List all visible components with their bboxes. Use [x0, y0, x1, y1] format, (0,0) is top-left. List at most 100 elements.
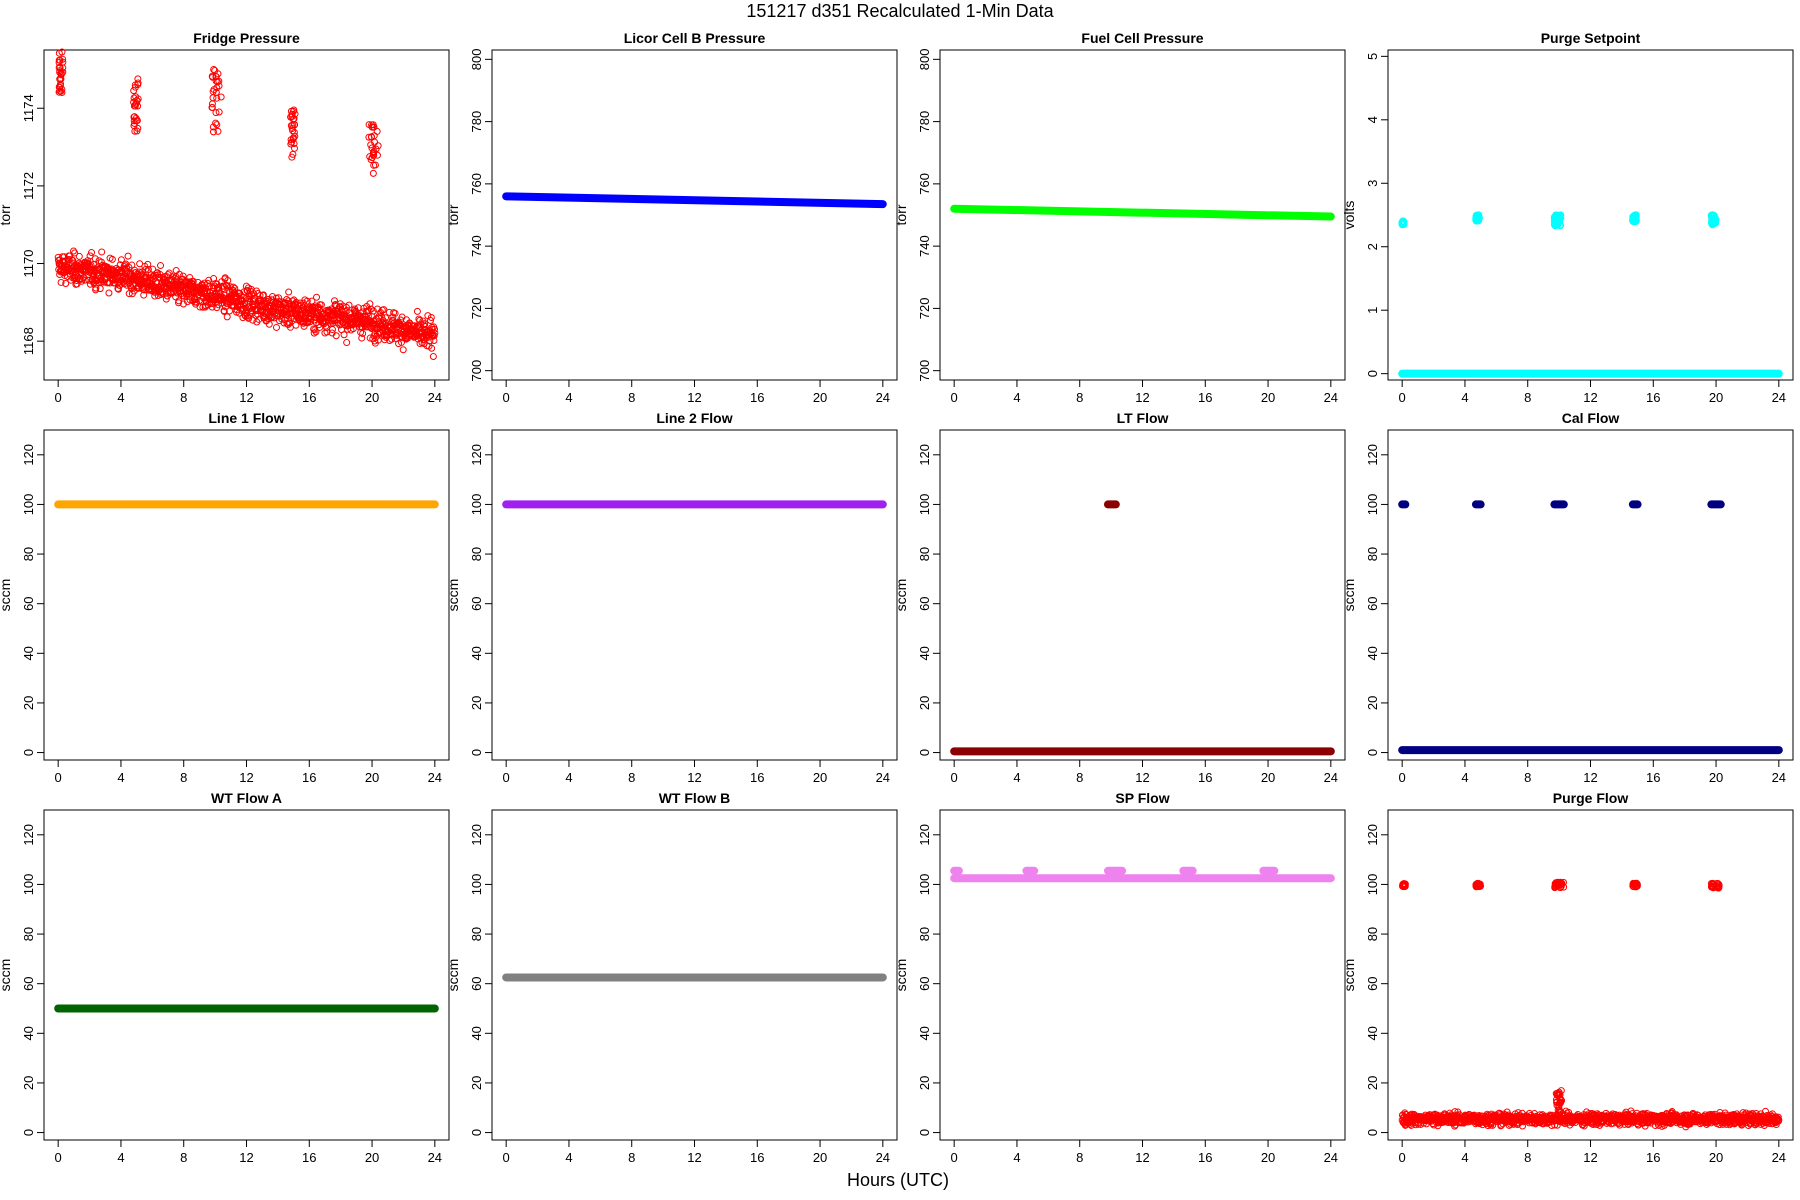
x-tick-label: 16: [302, 1150, 316, 1165]
data-point: [57, 70, 65, 78]
y-tick-label: 0: [1365, 370, 1380, 377]
y-tick-label: 0: [917, 749, 932, 756]
data-point: [287, 136, 295, 144]
series-marks: [950, 204, 1335, 221]
y-tick-label: 20: [469, 1076, 484, 1090]
x-tick-label: 24: [1324, 390, 1338, 405]
data-point: [134, 79, 142, 87]
data-point: [431, 329, 439, 337]
y-tick-label: 720: [469, 298, 484, 320]
data-point: [1473, 213, 1481, 221]
plot-frame: [939, 429, 1346, 761]
panel-title: SP Flow: [1115, 790, 1169, 806]
y-tick-label: 120: [21, 444, 36, 466]
y-tick-label: 3: [1365, 180, 1380, 187]
x-tick-label: 0: [503, 1150, 510, 1165]
y-tick-label: 800: [469, 48, 484, 70]
x-tick-label: 24: [1324, 770, 1338, 785]
data-point: [382, 314, 390, 322]
y-tick-label: 700: [917, 360, 932, 382]
x-tick-label: 12: [687, 770, 701, 785]
x-tick-label: 20: [1709, 770, 1723, 785]
panel-fuel-cell-pressure: Fuel Cell Pressure torr 0 4 8 12 16 20 24 700 720 7…: [893, 30, 1346, 405]
x-tick-label: 0: [55, 390, 62, 405]
data-point: [413, 307, 421, 315]
y-tick-label: 0: [1365, 1129, 1380, 1136]
data-point: [58, 89, 66, 97]
y-tick-label: 100: [21, 874, 36, 896]
data-point: [105, 289, 113, 297]
x-tick-label: 0: [55, 770, 62, 785]
data-point: [1474, 216, 1483, 225]
y-tick-label: 60: [469, 976, 484, 990]
panel-line-2-flow: Line 2 Flow sccm 0 4 8 12 16 20 24 0 20 40 60 80 100 12…: [445, 410, 898, 785]
data-point: [359, 330, 367, 338]
y-tick-label: 760: [917, 173, 932, 195]
data-point: [428, 344, 436, 352]
data-point: [56, 82, 64, 90]
data-point: [365, 133, 373, 141]
data-point: [286, 319, 294, 327]
x-tick-label: 8: [628, 770, 635, 785]
data-point: [130, 122, 138, 130]
series-marks: [1398, 211, 1783, 378]
data-point: [231, 284, 239, 292]
data-point: [370, 150, 378, 158]
x-tick-label: 12: [1583, 390, 1597, 405]
data-point: [208, 303, 216, 311]
data-point: [130, 98, 138, 106]
y-tick-label: 1172: [21, 172, 36, 200]
x-tick-label: 16: [1646, 1150, 1660, 1165]
series-line-0: [950, 204, 1335, 221]
data-point: [256, 292, 264, 300]
data-point: [1399, 220, 1408, 228]
data-point: [70, 259, 78, 267]
data-point: [56, 56, 64, 64]
y-tick-label: 740: [469, 235, 484, 257]
y-tick-label: 40: [917, 1026, 932, 1040]
x-tick-label: 12: [239, 1150, 253, 1165]
page-title: 151217 d351 Recalculated 1-Min Data: [746, 1, 1054, 21]
x-tick-label: 0: [951, 1150, 958, 1165]
x-tick-label: 24: [1772, 1150, 1786, 1165]
data-point: [212, 109, 220, 117]
x-tick-label: 0: [503, 390, 510, 405]
data-point: [217, 93, 225, 101]
data-point: [208, 72, 216, 80]
data-point: [58, 48, 66, 56]
x-tick-label: 20: [365, 1150, 379, 1165]
x-tick-label: 4: [1461, 770, 1468, 785]
y-tick-label: 720: [917, 298, 932, 320]
y-tick-label: 100: [469, 494, 484, 516]
x-tick-label: 20: [1709, 1150, 1723, 1165]
data-point: [288, 125, 296, 133]
y-tick-label: 20: [1365, 696, 1380, 710]
data-point: [98, 248, 106, 256]
data-point: [55, 64, 63, 72]
panel-purge-flow: Purge Flow sccm 0 4 8 12 16 20 24 0 20 40 60 80 100 120: [1341, 790, 1794, 1165]
plot-frame: [43, 429, 450, 761]
x-tick-label: 12: [1135, 390, 1149, 405]
x-tick-label: 20: [1261, 390, 1275, 405]
y-tick-label: 80: [1365, 927, 1380, 941]
data-point: [206, 282, 214, 290]
x-tick-label: 0: [951, 770, 958, 785]
data-point: [165, 269, 173, 277]
x-tick-label: 24: [876, 390, 890, 405]
data-point: [430, 336, 438, 344]
y-tick-label: 40: [1365, 646, 1380, 660]
data-point: [68, 267, 76, 275]
y-tick-label: 0: [469, 1129, 484, 1136]
x-tick-label: 24: [1324, 1150, 1338, 1165]
x-tick-label: 12: [239, 390, 253, 405]
data-point: [288, 153, 296, 161]
data-point: [175, 297, 183, 305]
y-tick-label: 60: [917, 596, 932, 610]
panel-title: Fuel Cell Pressure: [1081, 30, 1203, 46]
data-point: [71, 249, 79, 257]
x-axis-label: Hours (UTC): [847, 1170, 949, 1190]
y-tick-label: 60: [469, 596, 484, 610]
data-point: [303, 297, 311, 305]
y-tick-label: 100: [1365, 494, 1380, 516]
